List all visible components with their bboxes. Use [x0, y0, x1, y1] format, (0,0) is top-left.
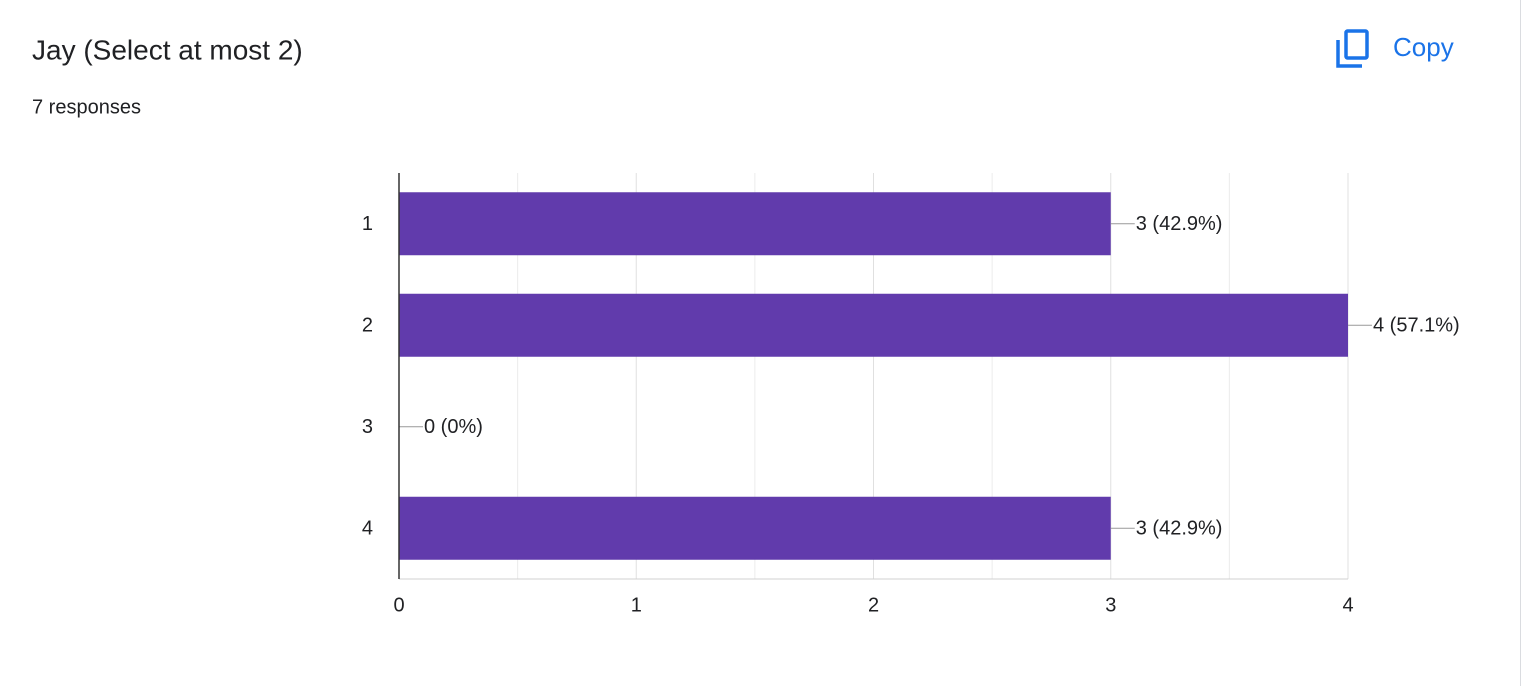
value-label: 0 (0%)	[424, 416, 483, 438]
bar	[399, 293, 1348, 357]
copy-icon	[1336, 29, 1369, 68]
x-tick-label: 0	[393, 594, 404, 616]
y-tick-label: 2	[362, 315, 373, 337]
x-tick-label: 4	[1342, 594, 1353, 616]
y-tick-label: 3	[362, 416, 373, 438]
copy-icon-back	[1336, 40, 1362, 68]
value-label: 3 (42.9%)	[1136, 518, 1223, 540]
copy-icon-front	[1344, 29, 1369, 60]
bar	[399, 496, 1111, 560]
y-tick-label: 1	[362, 213, 373, 235]
x-tick-label: 1	[631, 594, 642, 616]
response-count: 7 responses	[32, 96, 141, 118]
copy-button[interactable]: Copy	[1336, 29, 1454, 68]
x-tick-label: 2	[868, 594, 879, 616]
x-tick-label: 3	[1105, 594, 1116, 616]
chart-title: Jay (Select at most 2)	[32, 34, 303, 65]
bar	[399, 192, 1111, 256]
y-tick-label: 4	[362, 518, 373, 540]
value-label: 4 (57.1%)	[1373, 315, 1460, 337]
value-label: 3 (42.9%)	[1136, 213, 1223, 235]
copy-label: Copy	[1393, 32, 1454, 62]
